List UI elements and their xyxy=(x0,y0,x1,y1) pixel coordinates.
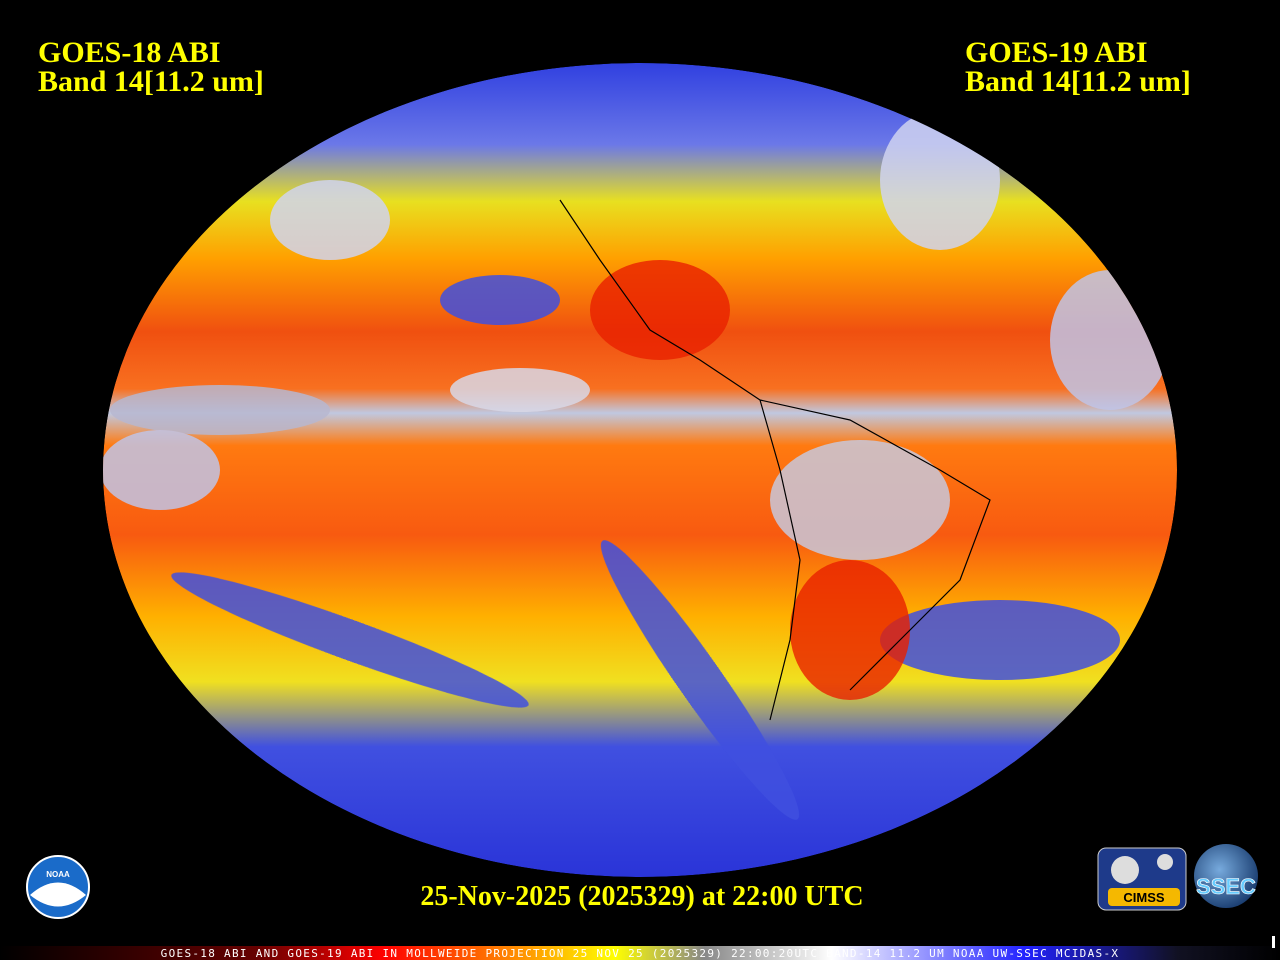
color-scale xyxy=(0,946,1280,960)
cimss-band xyxy=(1108,888,1180,906)
cloud xyxy=(1050,270,1170,410)
earth-background xyxy=(103,63,1177,877)
noaa-gull xyxy=(30,882,86,907)
cimss-logo: CIMSS xyxy=(1097,847,1187,911)
left-band: Band 14[11.2 um] xyxy=(38,65,264,98)
cimss-label: CIMSS xyxy=(1123,890,1165,905)
cloud xyxy=(880,600,1120,680)
cloud xyxy=(450,368,590,412)
cloud xyxy=(110,385,330,435)
ssec-label: SSEC xyxy=(1196,874,1256,899)
right-band: Band 14[11.2 um] xyxy=(965,65,1191,98)
warm-area xyxy=(790,560,910,700)
cloud xyxy=(770,440,950,560)
ssec-globe xyxy=(1194,844,1258,908)
footer-caption: GOES-18 ABI AND GOES-19 ABI IN MOLLWEIDE… xyxy=(161,947,1120,960)
cimss-dish xyxy=(1111,856,1139,884)
coastline xyxy=(559,199,991,721)
corner-marker xyxy=(1272,936,1275,948)
left-title: GOES-18 ABI xyxy=(38,36,221,69)
cloud xyxy=(600,540,800,820)
ssec-logo: SSEC xyxy=(1194,844,1258,908)
noaa-label: NOAA xyxy=(46,870,70,879)
cloud xyxy=(440,275,560,325)
noaa-logo: NOAA xyxy=(26,855,90,919)
cimss-dome xyxy=(1157,854,1173,870)
cloud xyxy=(103,430,220,510)
earth-disk xyxy=(103,63,1177,877)
cloud xyxy=(171,572,529,708)
cloud xyxy=(270,180,390,260)
right-title: GOES-19 ABI xyxy=(965,36,1148,69)
cloud xyxy=(880,110,1000,250)
timestamp: 25-Nov-2025 (2025329) at 22:00 UTC xyxy=(420,881,863,912)
warm-areas xyxy=(590,260,910,700)
warm-area xyxy=(590,260,730,360)
